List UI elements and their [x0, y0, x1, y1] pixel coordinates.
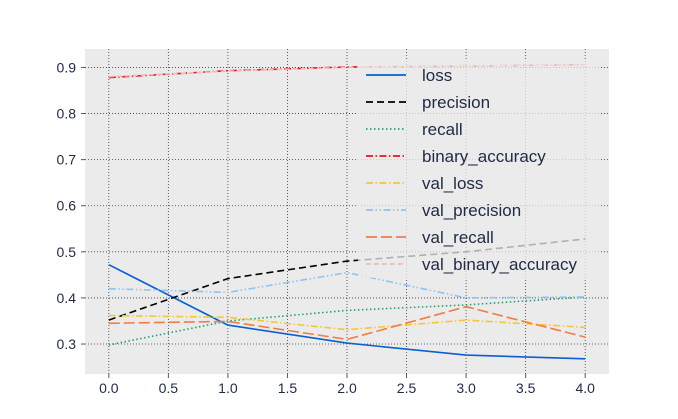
- x-tick-label: 1.0: [218, 380, 238, 396]
- y-tick-label: 0.6: [57, 198, 77, 214]
- series-line-val-recall: [108, 305, 586, 341]
- y-tick-label: 0.9: [57, 59, 77, 75]
- y-tick-label: 0.4: [57, 290, 77, 306]
- x-tick-label: 3.5: [516, 380, 536, 396]
- y-tick-label: 0.8: [57, 106, 77, 122]
- series-line-val-loss: [108, 314, 586, 331]
- axes: 0.0 0.5 1.0 1.5 2.0 2.5 3.0 3.5 4.0 0.3 0.4 0.5 0.6 0…: [57, 59, 596, 396]
- x-tick-label: 3.0: [456, 380, 476, 396]
- x-tick-label: 2.0: [337, 380, 357, 396]
- legend-label-val-loss: val_loss: [422, 174, 483, 193]
- legend-box: [358, 59, 601, 278]
- legend: loss precision recall binary_accuracy val_lo…: [358, 59, 601, 278]
- legend-label-recall: recall: [422, 120, 463, 139]
- x-tick-label: 2.5: [397, 380, 417, 396]
- y-tick-label: 0.7: [57, 152, 77, 168]
- series-line-recall: [108, 296, 586, 346]
- legend-label-loss: loss: [422, 66, 452, 85]
- series-line-precision: [108, 238, 586, 321]
- x-tick-label: 0.0: [99, 380, 119, 396]
- y-tick-label: 0.5: [57, 244, 77, 260]
- legend-label-val-recall: val_recall: [422, 228, 494, 247]
- legend-label-binary-accuracy: binary_accuracy: [422, 147, 546, 166]
- x-tick-label: 4.0: [575, 380, 595, 396]
- legend-label-val-binary-accuracy: val_binary_accuracy: [422, 255, 577, 274]
- series-line-loss: [108, 263, 586, 360]
- legend-label-val-precision: val_precision: [422, 201, 521, 220]
- y-tick-label: 0.3: [57, 336, 77, 352]
- x-tick-label: 0.5: [159, 380, 179, 396]
- x-tick-label: 1.5: [278, 380, 298, 396]
- legend-label-precision: precision: [422, 93, 490, 112]
